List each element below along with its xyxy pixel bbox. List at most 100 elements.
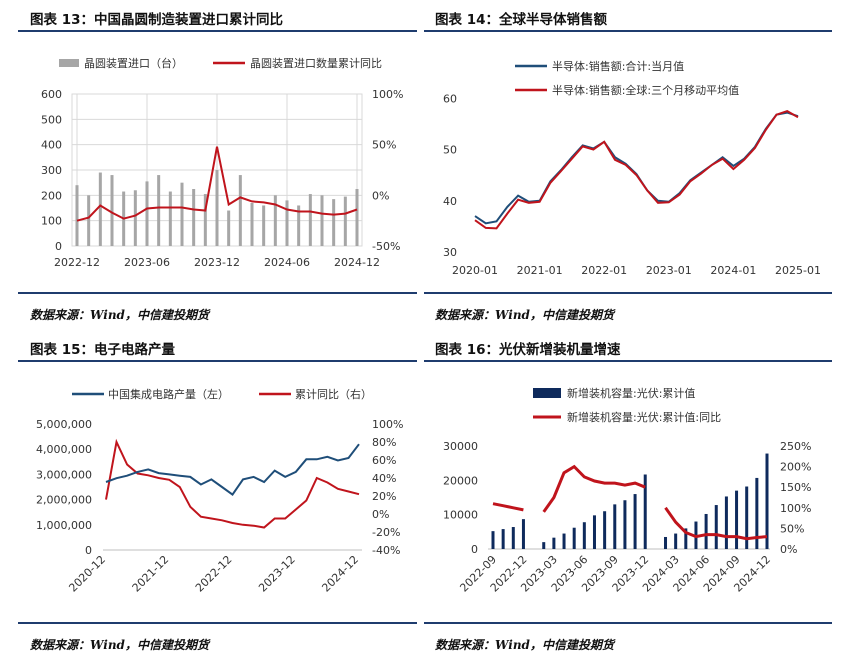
chart13-yleft-tick-2: 400 — [41, 139, 62, 152]
chart16-yright-tick-2: 150% — [780, 481, 811, 494]
chart16-legend-bar-swatch — [533, 388, 561, 398]
chart13-bar-14 — [238, 175, 242, 246]
chart13-bar-7 — [157, 175, 161, 246]
chart15-yleft-tick-4: 1,000,000 — [36, 519, 92, 532]
chart15-yright-tick-7: -40% — [372, 544, 400, 557]
chart16-bar-14 — [633, 494, 637, 549]
chart16-bottom-rule — [424, 622, 832, 624]
chart16-bar-3 — [521, 519, 525, 549]
chart13-top-rule — [18, 30, 417, 32]
chart15-top-rule — [18, 360, 417, 362]
chart16-source: 数据来源：Wind，中信建投期货 — [435, 638, 614, 652]
chart13-bar-17 — [273, 195, 277, 246]
chart16-yleft-tick-0: 30000 — [443, 440, 478, 453]
chart13-bar-20 — [308, 194, 312, 246]
chart13-bar-2 — [98, 172, 102, 246]
chart16-bar-13 — [623, 500, 627, 549]
chart13-bar-6 — [145, 181, 149, 246]
chart16-bar-19 — [684, 528, 688, 549]
chart16-bar-9 — [582, 522, 586, 549]
chart14-x-tick-0: 2020-01 — [452, 264, 498, 277]
chart16-bar-24 — [735, 490, 739, 549]
chart16-bar-26 — [755, 477, 759, 549]
chart16-yright-tick-5: 0% — [780, 543, 797, 556]
chart13-bar-23 — [343, 196, 347, 246]
chart15-yright-tick-6: -20% — [372, 526, 400, 539]
chart13-bar-11 — [203, 194, 207, 246]
chart16-bar-7 — [562, 533, 566, 549]
chart14-bottom-rule — [424, 292, 832, 294]
chart13-bar-12 — [215, 170, 219, 246]
chart15-yleft-tick-0: 5,000,000 — [36, 418, 92, 431]
chart14-x-tick-3: 2023-01 — [646, 264, 692, 277]
chart13-bar-15 — [250, 202, 254, 246]
chart13-yleft-tick-1: 500 — [41, 113, 62, 126]
chart14-y-tick-2: 40 — [443, 195, 457, 208]
chart16-legend-line-label: 新增装机容量:光伏:累计值:同比 — [567, 410, 721, 424]
chart16-bar-10 — [592, 515, 596, 549]
chart16-bar-5 — [542, 542, 546, 549]
chart13-yleft-tick-0: 600 — [41, 88, 62, 101]
chart13-yleft-tick-4: 200 — [41, 189, 62, 202]
chart13-yleft-tick-5: 100 — [41, 215, 62, 228]
chart13-bar-19 — [297, 205, 301, 246]
chart15-yright-tick-2: 60% — [372, 454, 396, 467]
chart15-yleft-tick-3: 2,000,000 — [36, 494, 92, 507]
chart14-y-tick-3: 30 — [443, 246, 457, 259]
chart15-yright-tick-5: 0% — [372, 508, 389, 521]
chart15-series-line-output — [105, 443, 360, 497]
chart13-bottom-rule — [18, 292, 417, 294]
chart15-yright-tick-3: 40% — [372, 472, 396, 485]
chart15-series-line-yoy — [105, 438, 360, 529]
chart13-x-tick-0: 2022-12 — [54, 256, 100, 269]
chart16-bar-21 — [704, 513, 708, 549]
chart13-bar-22 — [332, 199, 336, 246]
chart13-yright-tick-1: 50% — [372, 139, 396, 152]
chart16-series-line — [492, 464, 768, 541]
chart13-series-line — [76, 146, 358, 222]
chart16-bar-8 — [572, 527, 576, 549]
chart15-legend-label-0: 中国集成电路产量（左） — [108, 387, 229, 401]
chart16-top-rule — [424, 360, 832, 362]
chart13-x-tick-2: 2023-12 — [194, 256, 240, 269]
chart16-bar-11 — [603, 511, 607, 549]
chart16-yright-tick-3: 100% — [780, 502, 811, 515]
chart16-title: 图表 16：光伏新增装机量增速 — [435, 342, 621, 358]
chart15-yleft-tick-1: 4,000,000 — [36, 443, 92, 456]
chart13-bar-21 — [320, 195, 324, 246]
chart13-x-tick-4: 2024-12 — [334, 256, 380, 269]
chart15-yleft-tick-5: 0 — [85, 544, 92, 557]
chart16-yleft-tick-2: 10000 — [443, 509, 478, 522]
chart13-x-tick-3: 2024-06 — [264, 256, 310, 269]
chart13-yright-tick-2: 0% — [372, 189, 389, 202]
chart16-yright-tick-4: 50% — [780, 522, 804, 535]
chart16-yright-tick-0: 250% — [780, 440, 811, 453]
chart15-yright-tick-1: 80% — [372, 436, 396, 449]
chart13-bar-18 — [285, 200, 289, 246]
chart16-bar-12 — [613, 504, 617, 549]
chart13-bar-24 — [355, 189, 359, 246]
chart15-yright-tick-4: 20% — [372, 490, 396, 503]
chart16-bar-2 — [511, 527, 515, 549]
chart14-series-line-1 — [474, 110, 799, 230]
chart13-bar-13 — [227, 210, 231, 246]
chart13-x-tick-1: 2023-06 — [124, 256, 170, 269]
chart14-source: 数据来源：Wind，中信建投期货 — [435, 308, 614, 322]
chart13-yright-tick-0: 100% — [372, 88, 403, 101]
chart16-bar-0 — [491, 531, 495, 549]
chart15-bottom-rule — [18, 622, 417, 624]
chart13-legend-line-label: 晶圆装置进口数量累计同比 — [250, 57, 382, 70]
chart13-source: 数据来源：Wind，中信建投期货 — [30, 308, 209, 322]
chart16-bar-23 — [724, 496, 728, 549]
chart15-yleft-tick-2: 3,000,000 — [36, 468, 92, 481]
chart16-yleft-tick-3: 0 — [471, 543, 478, 556]
chart16-bar-15 — [643, 474, 647, 549]
chart14-legend-label-0: 半导体:销售额:合计:当月值 — [552, 59, 684, 73]
chart16-bar-18 — [674, 533, 678, 549]
chart16-yright-tick-1: 200% — [780, 461, 811, 474]
chart13-bar-10 — [192, 189, 196, 246]
chart13-bar-9 — [180, 182, 184, 246]
